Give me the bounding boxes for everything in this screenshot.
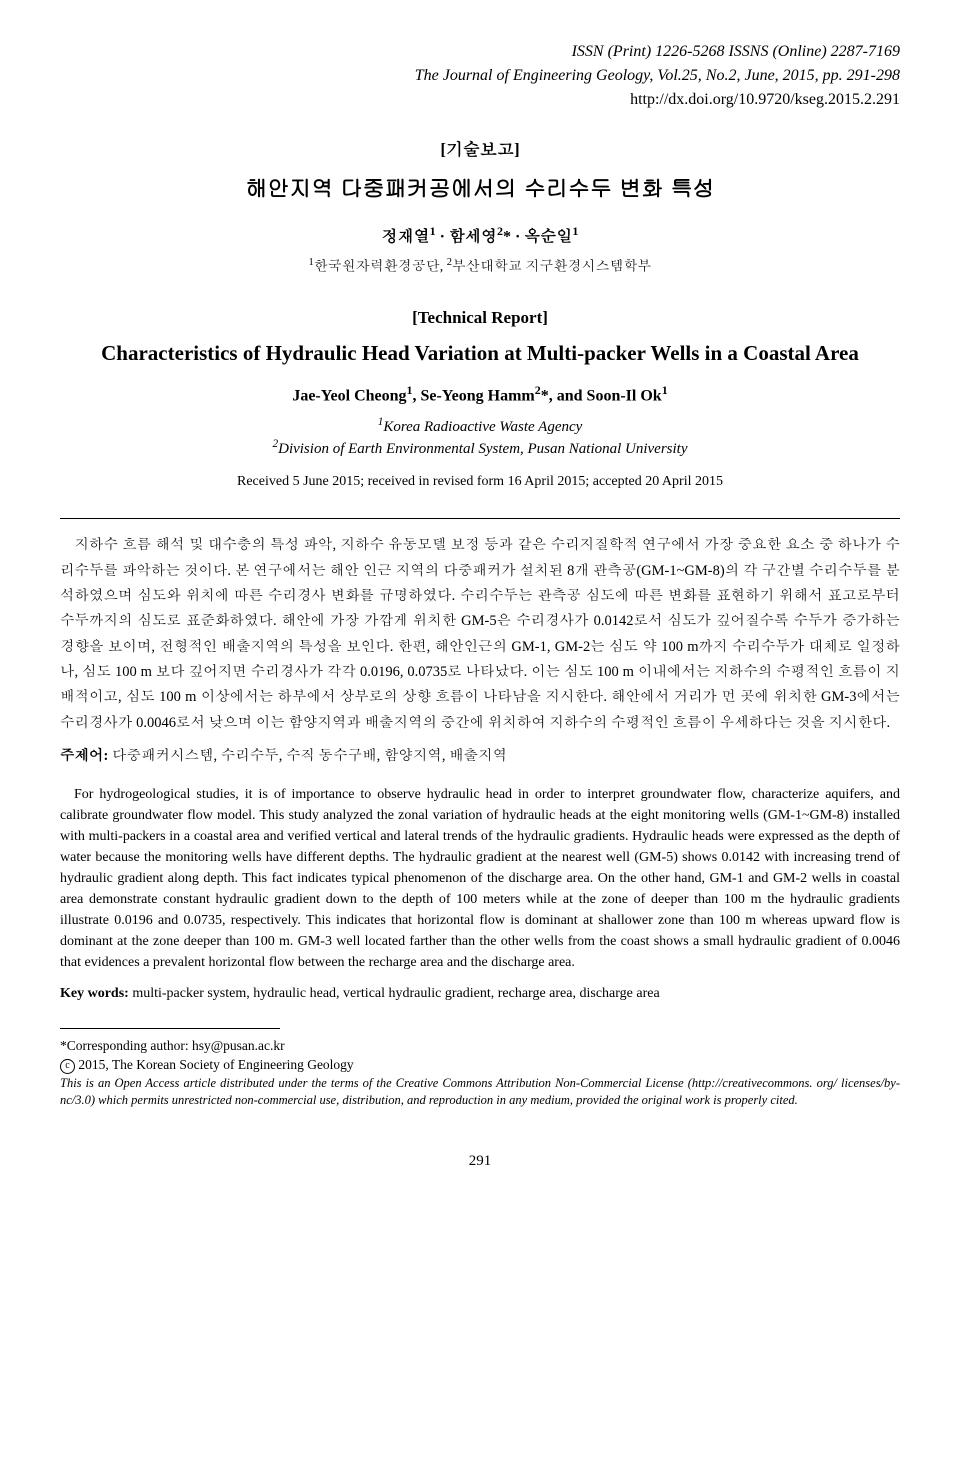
copyright-line: c 2015, The Korean Society of Engineerin… [60, 1056, 900, 1075]
journal-header: ISSN (Print) 1226-5268 ISSNS (Online) 22… [60, 40, 900, 112]
keywords-en-text: multi-packer system, hydraulic head, ver… [132, 986, 659, 1001]
keywords-korean: 주제어: 다중패커시스템, 수리수두, 수직 동수구배, 함양지역, 배출지역 [60, 746, 900, 768]
keywords-en-label: Key words: [60, 986, 129, 1001]
license-text: This is an Open Access article distribut… [60, 1075, 900, 1110]
abstract-korean: 지하수 흐름 해석 및 대수층의 특성 파악, 지하수 유동모델 보정 등과 같… [60, 533, 900, 736]
journal-info: The Journal of Engineering Geology, Vol.… [60, 64, 900, 88]
keywords-kr-label: 주제어: [60, 748, 108, 764]
page-number: 291 [60, 1150, 900, 1173]
doi-link: http://dx.doi.org/10.9720/kseg.2015.2.29… [60, 88, 900, 112]
title-english: Characteristics of Hydraulic Head Variat… [60, 339, 900, 367]
title-korean: 해안지역 다중패커공에서의 수리수두 변화 특성 [60, 171, 900, 204]
keywords-english: Key words: multi-packer system, hydrauli… [60, 983, 900, 1004]
authors-korean: 정재열1 · 함세영2* · 옥순일1 [60, 222, 900, 249]
copyright-icon: c [60, 1059, 75, 1074]
corresponding-author: *Corresponding author: hsy@pusan.ac.kr [60, 1037, 900, 1056]
footer: *Corresponding author: hsy@pusan.ac.kr c… [60, 1037, 900, 1110]
affiliations-korean: 1한국원자력환경공단, 2부산대학교 지구환경시스템학부 [60, 255, 900, 278]
keywords-kr-text: 다중패커시스템, 수리수두, 수직 동수구배, 함양지역, 배출지역 [112, 748, 507, 764]
authors-english: Jae-Yeol Cheong1, Se-Yeong Hamm2*, and S… [60, 381, 900, 408]
divider [60, 518, 900, 519]
footer-divider [60, 1028, 280, 1029]
section-label-kr: [기술보고] [60, 137, 900, 163]
section-label-en: [Technical Report] [60, 305, 900, 331]
issn-line: ISSN (Print) 1226-5268 ISSNS (Online) 22… [60, 40, 900, 64]
abstract-english: For hydrogeological studies, it is of im… [60, 784, 900, 973]
article-dates: Received 5 June 2015; received in revise… [60, 471, 900, 492]
affiliations-english: 1Korea Radioactive Waste Agency2Division… [60, 415, 900, 460]
